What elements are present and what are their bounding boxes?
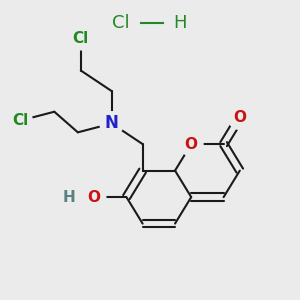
Circle shape bbox=[82, 185, 106, 209]
Text: N: N bbox=[105, 115, 119, 133]
Circle shape bbox=[179, 132, 203, 156]
Text: O: O bbox=[88, 190, 100, 205]
Circle shape bbox=[69, 26, 93, 50]
Text: H: H bbox=[63, 190, 76, 205]
Circle shape bbox=[9, 109, 32, 132]
Text: O: O bbox=[233, 110, 246, 125]
Circle shape bbox=[100, 112, 124, 135]
Text: H: H bbox=[174, 14, 187, 32]
Text: Cl: Cl bbox=[12, 113, 28, 128]
Text: O: O bbox=[185, 136, 198, 152]
Text: Cl: Cl bbox=[73, 31, 89, 46]
Circle shape bbox=[228, 106, 252, 129]
Text: Cl: Cl bbox=[112, 14, 129, 32]
